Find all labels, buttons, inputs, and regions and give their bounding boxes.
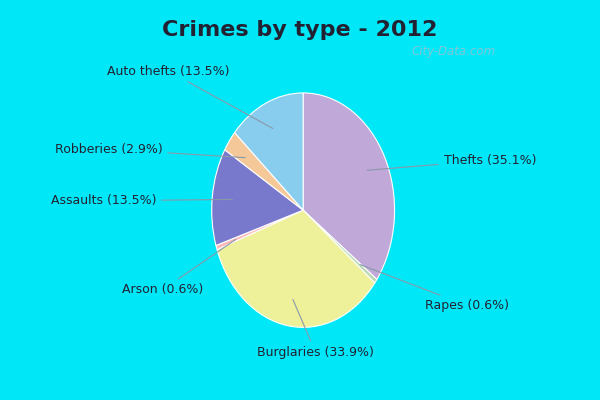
Text: Rapes (0.6%): Rapes (0.6%) xyxy=(360,264,509,312)
Text: Burglaries (33.9%): Burglaries (33.9%) xyxy=(257,300,374,359)
Text: Thefts (35.1%): Thefts (35.1%) xyxy=(367,154,536,170)
Wedge shape xyxy=(212,150,303,246)
Text: Arson (0.6%): Arson (0.6%) xyxy=(122,240,236,296)
Wedge shape xyxy=(217,210,375,327)
Text: City-Data.com: City-Data.com xyxy=(411,44,496,58)
Text: Crimes by type - 2012: Crimes by type - 2012 xyxy=(163,20,437,40)
Wedge shape xyxy=(303,93,395,280)
Wedge shape xyxy=(225,132,303,210)
Text: Assaults (13.5%): Assaults (13.5%) xyxy=(51,194,232,207)
Text: Auto thefts (13.5%): Auto thefts (13.5%) xyxy=(107,64,273,128)
Wedge shape xyxy=(303,210,377,283)
Text: Robberies (2.9%): Robberies (2.9%) xyxy=(55,143,245,158)
Wedge shape xyxy=(235,93,303,210)
Wedge shape xyxy=(216,210,303,250)
